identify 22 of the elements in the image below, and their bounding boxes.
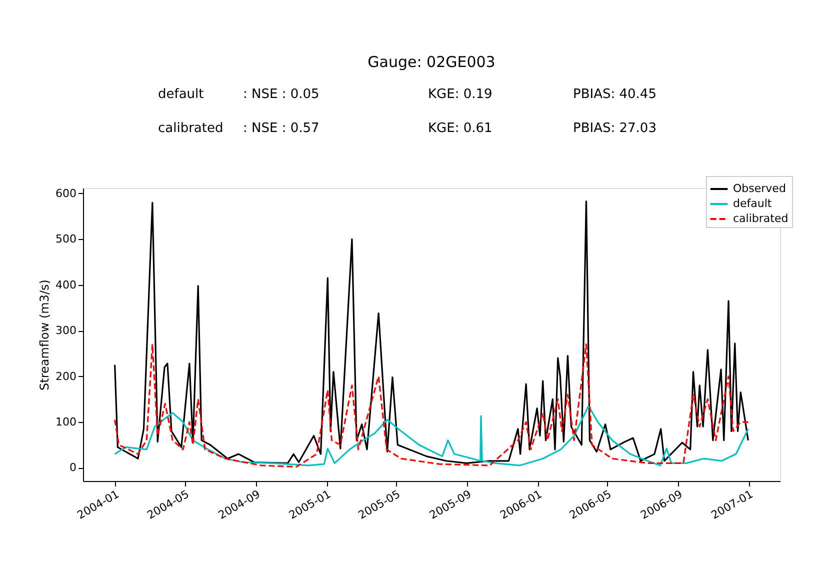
text: default xyxy=(158,87,204,102)
line-series xyxy=(114,405,749,466)
y-tick-label: 0 xyxy=(70,461,76,474)
y-tick-label: 100 xyxy=(56,416,76,429)
legend-label: default xyxy=(733,197,772,210)
y-tick-label: 600 xyxy=(56,186,76,200)
y-tick-label: 200 xyxy=(56,370,76,383)
legend-label: Observed xyxy=(733,182,786,195)
y-axis-title: Streamflow (m3/s) xyxy=(38,280,52,390)
text: KGE: 0.19 xyxy=(428,87,492,102)
y-tick-label: 500 xyxy=(56,232,76,246)
text: KGE: 0.61 xyxy=(428,121,492,136)
y-tick-label: 400 xyxy=(56,278,76,292)
line-series xyxy=(114,344,749,468)
text: PBIAS: 40.45 xyxy=(573,87,656,102)
text: : NSE : 0.57 xyxy=(243,121,320,136)
text: calibrated xyxy=(158,121,224,136)
legend-label: calibrated xyxy=(733,212,788,225)
text: : NSE : 0.05 xyxy=(243,87,320,102)
text: PBIAS: 27.03 xyxy=(573,121,656,136)
y-tick-label: 300 xyxy=(56,324,76,338)
chart-title: Gauge: 02GE003 xyxy=(368,53,496,71)
